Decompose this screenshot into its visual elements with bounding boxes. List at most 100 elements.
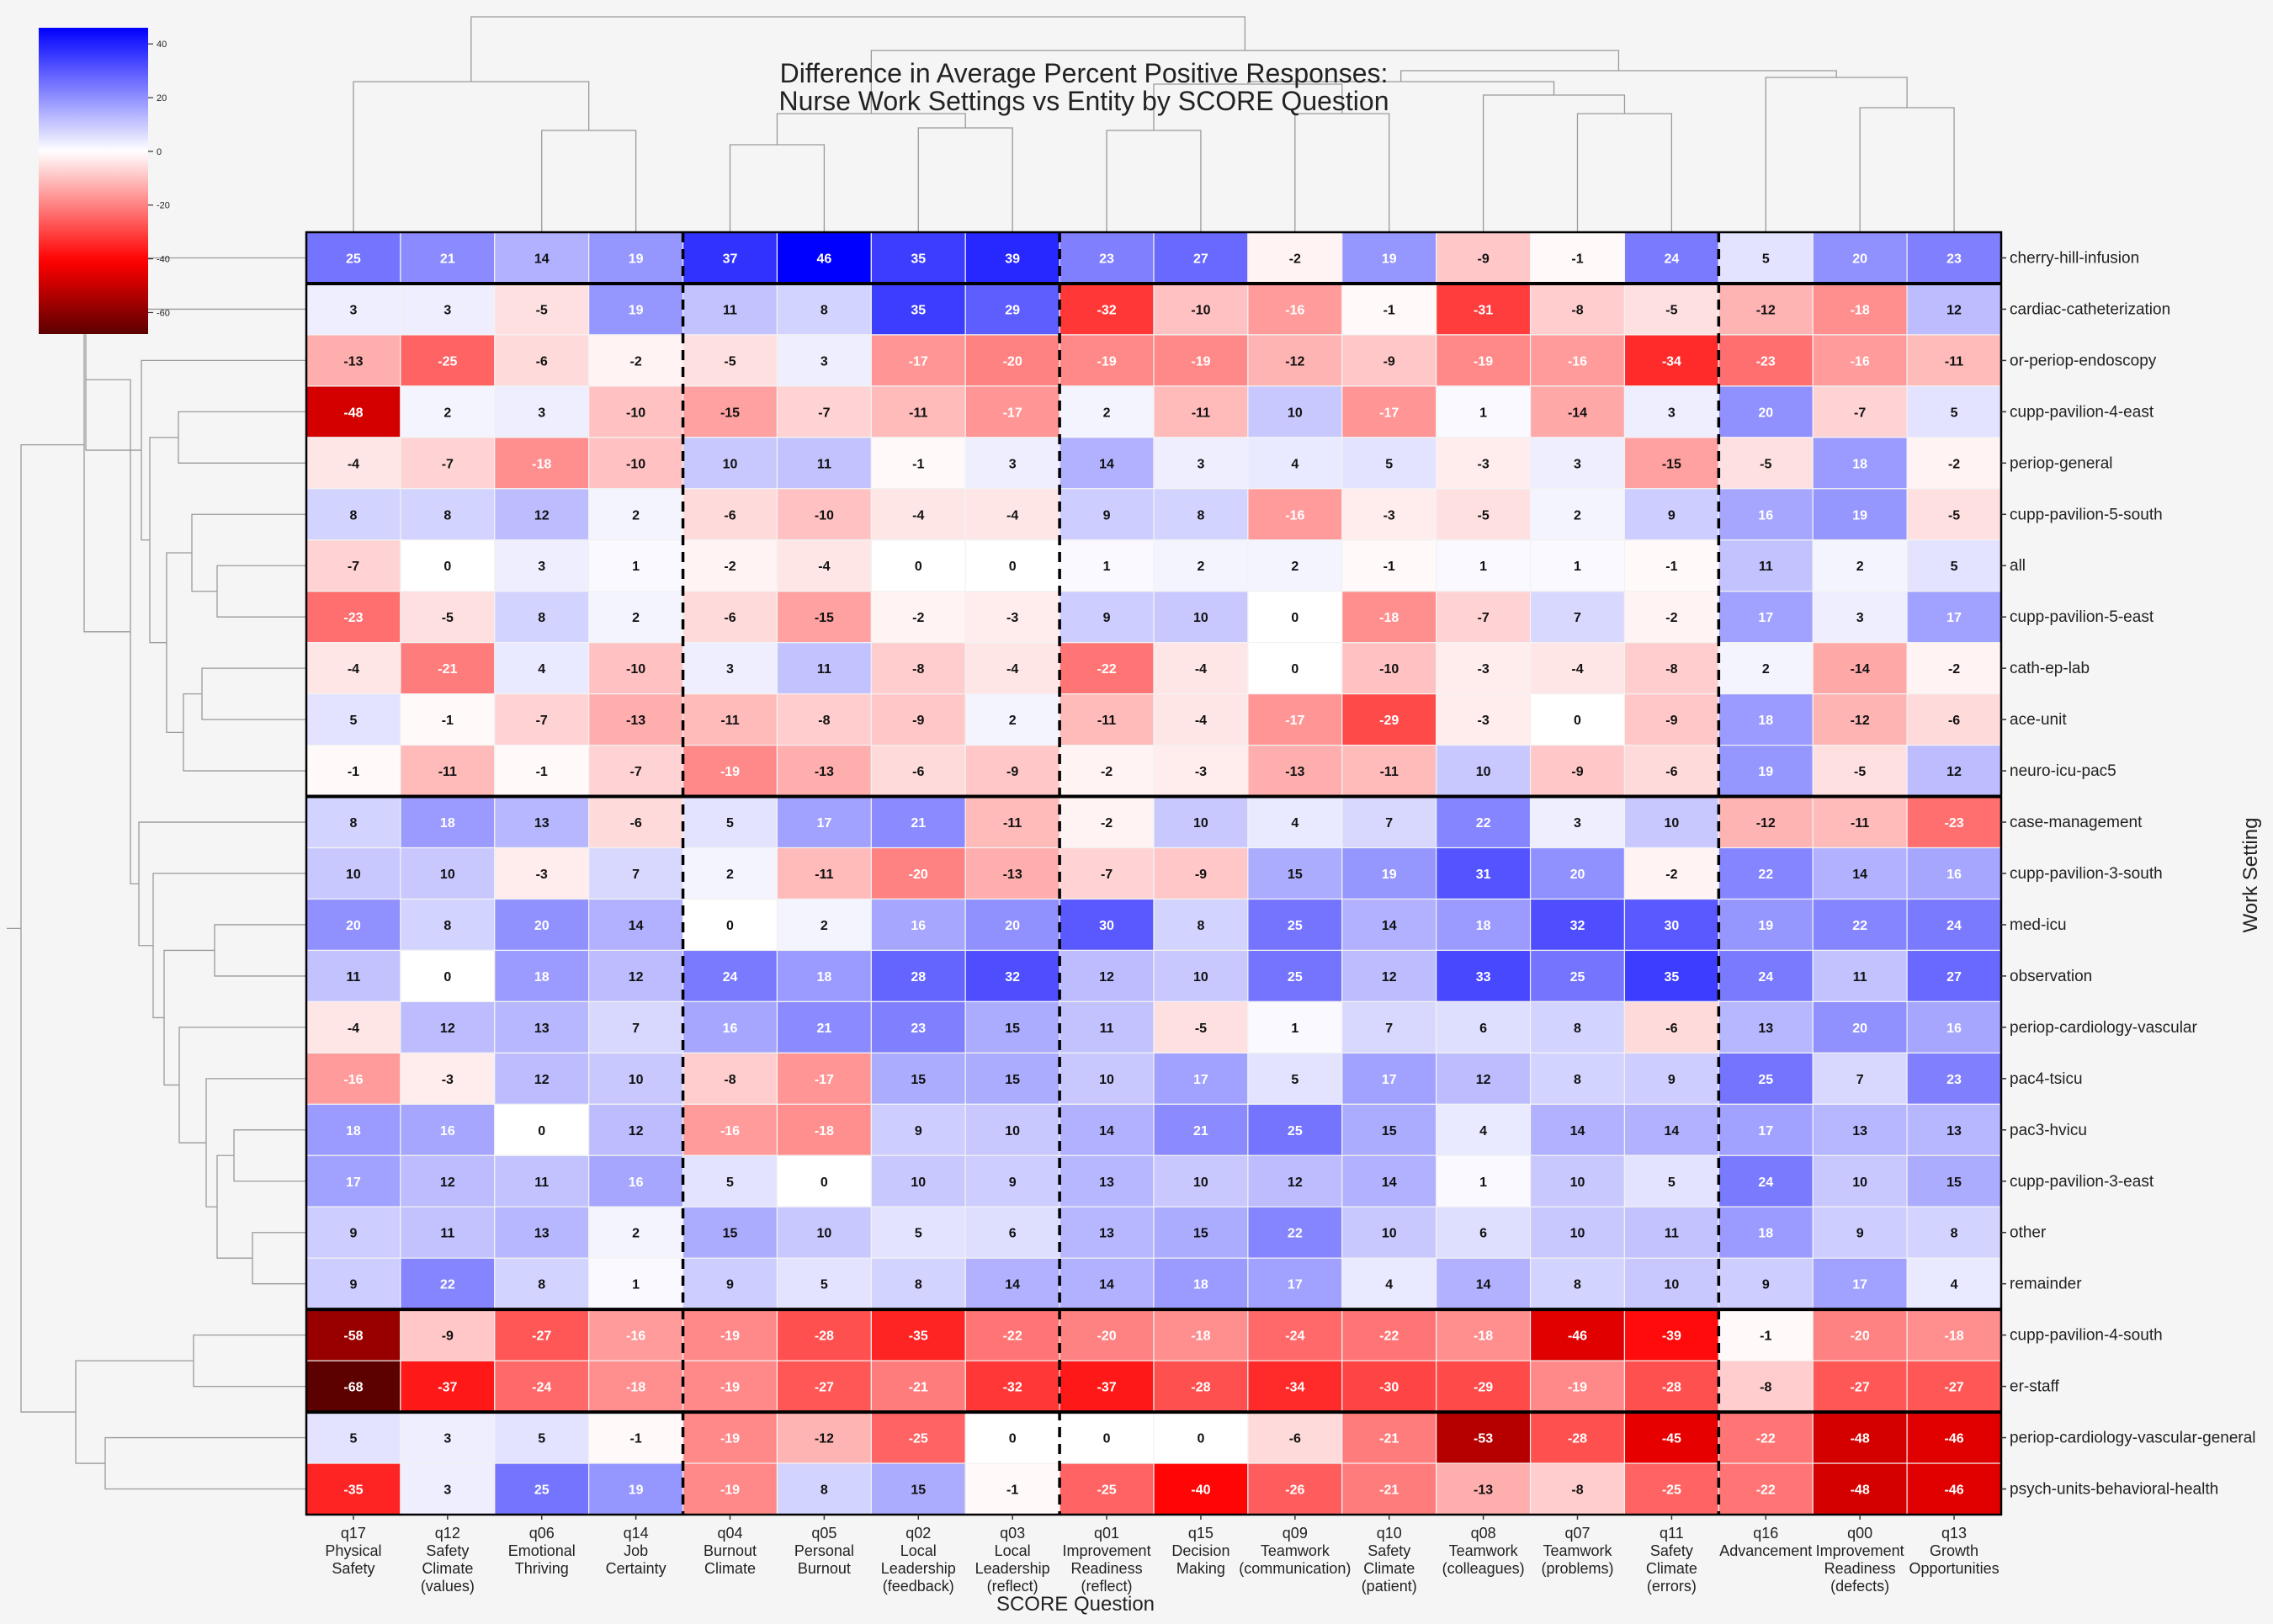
cell-label: -5	[1854, 765, 1866, 779]
cell-label: 10	[1382, 1227, 1397, 1241]
cell-label: 12	[534, 508, 550, 523]
cell-label: 19	[1382, 252, 1397, 266]
cell-label: -1	[1571, 252, 1583, 266]
cell-label: 28	[911, 970, 926, 984]
cell-label: -21	[438, 662, 457, 677]
heatmap-cell	[1059, 1308, 1155, 1361]
heatmap-cell	[400, 846, 496, 900]
heatmap-cell	[1529, 642, 1626, 695]
cell-label: 13	[534, 1227, 550, 1241]
heatmap-cell	[1623, 949, 1719, 1002]
cell-label: -21	[1379, 1432, 1399, 1446]
heatmap-cell	[776, 539, 872, 592]
cell-label: 14	[534, 252, 550, 266]
cell-label: -15	[815, 611, 834, 625]
heatmap-cell	[1153, 795, 1249, 849]
cell-label: -12	[1756, 303, 1776, 317]
cell-label: 25	[534, 1483, 550, 1498]
cell-label: -4	[1195, 662, 1207, 677]
cell-label: -4	[348, 662, 359, 677]
cell-label: -27	[815, 1381, 834, 1395]
heatmap-cell	[588, 846, 684, 900]
cell-label: 8	[538, 611, 545, 625]
cell-label: 2	[821, 919, 828, 933]
cell-label: -11	[815, 868, 833, 882]
cell-label: 32	[1005, 970, 1020, 984]
cell-label: -7	[348, 560, 359, 574]
cell-label: 0	[1574, 714, 1581, 728]
heatmap-cell	[870, 1206, 966, 1259]
heatmap-cell	[1623, 591, 1719, 644]
cell-label: -9	[1006, 765, 1018, 779]
cell-label: 13	[1946, 1124, 1962, 1138]
cell-label: 0	[1197, 1432, 1204, 1446]
cell-label: 8	[915, 1278, 922, 1292]
heatmap-cell	[1341, 283, 1437, 336]
heatmap-cell	[1906, 334, 2002, 387]
cell-label: -19	[720, 1432, 740, 1446]
heatmap-cell	[494, 898, 590, 952]
colorbar-tick-label: 20	[157, 93, 167, 103]
cell-label: 10	[1570, 1227, 1585, 1241]
cell-label: 2	[1856, 560, 1864, 574]
cell-label: 16	[629, 1176, 644, 1190]
cell-label: -23	[343, 611, 363, 625]
cell-label: 5	[1951, 560, 1958, 574]
heatmap-cell	[1059, 795, 1155, 849]
heatmap-cell	[1906, 488, 2002, 541]
cell-label: 15	[911, 1073, 926, 1087]
cell-label: 8	[1574, 1073, 1581, 1087]
heatmap-cell	[1812, 1360, 1908, 1413]
cell-label: -16	[1568, 354, 1587, 369]
heatmap-cell	[1812, 795, 1908, 849]
heatmap-cell	[1059, 846, 1155, 900]
chart-title: Difference in Average Percent Positive R…	[780, 58, 1389, 88]
cell-label: 25	[1288, 1124, 1303, 1138]
heatmap-cell	[494, 1411, 590, 1464]
cell-label: 10	[1664, 1278, 1679, 1292]
cell-label: 16	[1946, 868, 1962, 882]
cell-label: 7	[1385, 1022, 1393, 1036]
cell-label: -26	[1285, 1483, 1304, 1498]
cell-label: -1	[348, 765, 359, 779]
cell-label: 3	[349, 303, 357, 317]
heatmap-cell	[870, 1000, 966, 1053]
cell-label: -23	[1756, 354, 1776, 369]
cell-label: -10	[626, 662, 645, 677]
cell-label: 11	[1759, 560, 1773, 574]
cell-label: -35	[343, 1483, 363, 1498]
heatmap-cell	[1812, 898, 1908, 952]
heatmap-cell	[305, 1000, 401, 1053]
cell-label: 14	[1099, 1124, 1114, 1138]
heatmap-cell	[776, 231, 872, 284]
heatmap-cell	[1436, 846, 1532, 900]
cell-label: -30	[1379, 1381, 1399, 1395]
cell-label: 10	[1476, 765, 1491, 779]
heatmap-cell	[964, 283, 1060, 336]
cell-label: -9	[1195, 868, 1207, 882]
heatmap-cell	[1718, 591, 1814, 644]
cell-label: -16	[626, 1329, 645, 1344]
cell-label: 5	[726, 816, 734, 831]
cell-label: 10	[1288, 406, 1303, 420]
heatmap-cell	[776, 1000, 872, 1053]
cell-label: 3	[1197, 457, 1204, 471]
cell-label: 22	[1476, 816, 1491, 831]
cell-label: 1	[1574, 560, 1581, 574]
cell-label: 1	[1479, 1176, 1487, 1190]
cell-label: -25	[1662, 1483, 1681, 1498]
cell-label: -8	[1571, 303, 1583, 317]
cell-label: 9	[349, 1227, 357, 1241]
heatmap-cell	[1529, 1462, 1626, 1515]
heatmap-cell	[1341, 1308, 1437, 1361]
cell-label: -19	[720, 1483, 740, 1498]
cell-label: 1	[1291, 1022, 1298, 1036]
cell-label: 6	[1479, 1227, 1487, 1241]
cell-label: 27	[1193, 252, 1208, 266]
heatmap-cell	[964, 1206, 1060, 1259]
cell-label: 1	[1103, 560, 1111, 574]
cell-label: 20	[534, 919, 550, 933]
heatmap-cell	[588, 1411, 684, 1464]
heatmap-cell	[776, 949, 872, 1002]
heatmap-cell	[964, 1257, 1060, 1310]
